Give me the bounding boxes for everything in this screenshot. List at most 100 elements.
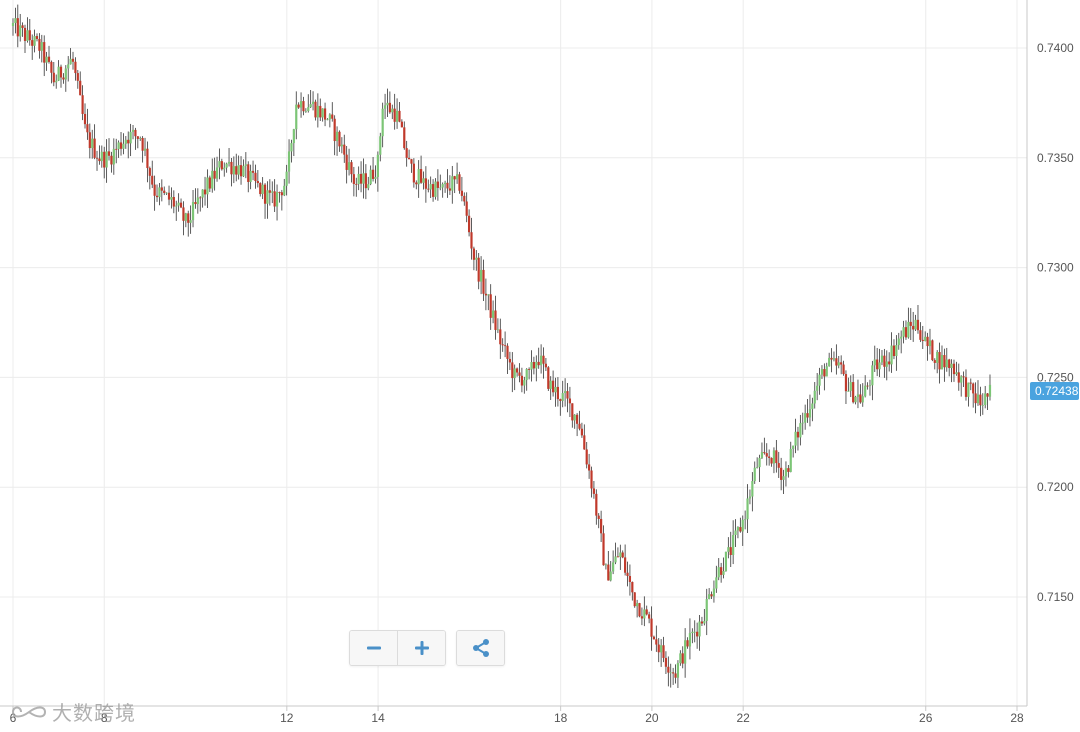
candle-body bbox=[880, 355, 884, 363]
candle-body bbox=[518, 372, 521, 376]
candle-body bbox=[251, 170, 255, 173]
candle-body bbox=[758, 457, 761, 468]
candle-body bbox=[115, 148, 118, 150]
candle-body bbox=[381, 108, 384, 137]
infinity-logo-icon bbox=[12, 706, 46, 717]
candle-body bbox=[981, 405, 984, 406]
candle-body bbox=[213, 170, 216, 179]
candle-body bbox=[825, 366, 828, 377]
candle-body bbox=[211, 170, 214, 189]
candle-body bbox=[897, 338, 900, 346]
candle-body bbox=[287, 151, 291, 172]
candle-body bbox=[232, 166, 235, 175]
candle-body bbox=[955, 372, 958, 375]
y-tick-label: 0.7350 bbox=[1037, 151, 1074, 165]
candle-body bbox=[645, 609, 648, 615]
candle-body bbox=[88, 132, 91, 149]
candle-body bbox=[511, 362, 514, 379]
candle-body bbox=[830, 357, 833, 360]
candle-body bbox=[314, 101, 317, 118]
candle-body bbox=[528, 369, 531, 370]
candle-body bbox=[352, 174, 355, 184]
candle-body bbox=[508, 358, 511, 363]
candle-body bbox=[775, 450, 778, 464]
candle-body bbox=[227, 161, 231, 164]
candle-body bbox=[640, 616, 644, 619]
candle-body bbox=[379, 136, 382, 155]
candle-body bbox=[662, 645, 665, 658]
candle-body bbox=[28, 30, 31, 41]
candle-body bbox=[727, 547, 730, 552]
candle-body bbox=[239, 165, 243, 177]
candle-body bbox=[624, 557, 627, 573]
candle-body bbox=[453, 176, 456, 180]
zoom-in-button[interactable] bbox=[397, 631, 445, 665]
candle-body bbox=[669, 672, 672, 674]
candle-body bbox=[103, 151, 106, 168]
candle-body bbox=[23, 27, 27, 41]
candle-body bbox=[275, 192, 279, 207]
candle-body bbox=[263, 184, 267, 204]
candle-body bbox=[916, 319, 920, 331]
candle-body bbox=[187, 213, 190, 223]
candle-body bbox=[76, 73, 79, 81]
candle-body bbox=[364, 173, 367, 189]
candle-body bbox=[146, 148, 149, 169]
candle-body bbox=[708, 594, 711, 600]
candle-body bbox=[95, 157, 99, 159]
candle-body bbox=[782, 476, 785, 480]
candle-body bbox=[259, 183, 262, 195]
candle-body bbox=[664, 657, 668, 667]
candle-body bbox=[31, 40, 34, 46]
candle-body bbox=[729, 547, 732, 555]
candle-body bbox=[143, 148, 147, 151]
candle-body bbox=[458, 174, 461, 191]
candle-body bbox=[765, 453, 768, 457]
candle-body bbox=[595, 493, 598, 516]
candle-body bbox=[864, 385, 867, 397]
candle-body bbox=[854, 396, 857, 403]
candle-body bbox=[218, 161, 221, 168]
candle-body bbox=[400, 121, 403, 128]
x-tick-label: 26 bbox=[919, 711, 933, 725]
candle-body bbox=[732, 534, 735, 555]
candle-body bbox=[170, 197, 173, 200]
last-price-badge bbox=[1030, 382, 1079, 401]
candle-body bbox=[278, 192, 281, 193]
candle-body bbox=[208, 177, 211, 189]
candle-body bbox=[484, 293, 487, 296]
candle-body bbox=[223, 167, 226, 170]
candle-body bbox=[98, 158, 101, 162]
candle-body bbox=[167, 192, 171, 200]
candle-body bbox=[564, 391, 567, 394]
candle-body bbox=[127, 139, 130, 144]
candle-body bbox=[552, 380, 555, 393]
candle-body bbox=[602, 533, 605, 566]
candle-body bbox=[403, 127, 406, 149]
candle-body bbox=[182, 207, 185, 221]
candle-body bbox=[974, 393, 977, 404]
candle-body bbox=[62, 77, 65, 80]
candle-body bbox=[561, 393, 564, 401]
candle-body bbox=[247, 164, 250, 182]
candle-body bbox=[52, 72, 55, 83]
candle-body bbox=[158, 187, 161, 198]
candle-body bbox=[926, 336, 929, 347]
candle-body bbox=[112, 148, 115, 165]
candle-body bbox=[556, 386, 560, 400]
candle-body bbox=[828, 357, 831, 367]
candle-body bbox=[357, 173, 360, 185]
share-button[interactable] bbox=[457, 631, 504, 665]
candle-body bbox=[489, 294, 492, 318]
candle-body bbox=[717, 567, 720, 578]
x-tick-label: 8 bbox=[101, 711, 108, 725]
candle-body bbox=[907, 321, 910, 338]
candle-body bbox=[741, 519, 744, 532]
candle-body bbox=[686, 640, 689, 647]
candle-body bbox=[700, 621, 704, 624]
candle-body bbox=[419, 169, 423, 183]
last-price-label: 0.72438 bbox=[1035, 384, 1079, 398]
zoom-out-button[interactable] bbox=[350, 631, 397, 665]
candle-body bbox=[772, 450, 776, 464]
candle-body bbox=[566, 391, 569, 399]
